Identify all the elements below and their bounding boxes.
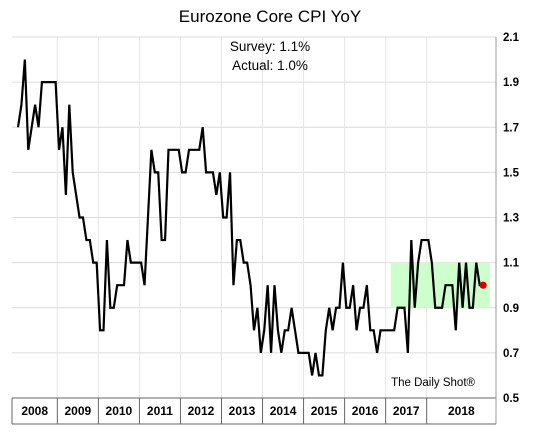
- series-line: [16, 59, 484, 377]
- y-tick-labels: 0.5 0.7 0.9 1.1 1.3 1.5 1.7 1.9 2.1: [503, 32, 520, 405]
- y-tick-label-6: 1.7: [503, 122, 519, 134]
- axes: [11, 37, 497, 425]
- y-tick-label-3: 1.1: [503, 258, 520, 270]
- chart-title: Eurozone Core CPI YoY: [179, 7, 361, 26]
- y-tick-label-1: 0.7: [503, 348, 519, 360]
- y-tick-label-5: 1.5: [503, 167, 520, 179]
- y-tick-label-2: 0.9: [503, 303, 519, 315]
- y-tick-label-7: 1.9: [503, 77, 519, 89]
- actual-annotation: Actual: 1.0%: [232, 58, 308, 73]
- x-tick-label-3: 2011: [147, 404, 173, 418]
- x-tick-label-4: 2012: [188, 404, 215, 418]
- gridlines: [12, 36, 496, 399]
- x-tick-label-0: 2008: [21, 404, 48, 418]
- y-tick-label-0: 0.5: [503, 393, 520, 405]
- x-tick-label-6: 2014: [270, 404, 297, 418]
- x-tick-label-8: 2016: [352, 404, 379, 418]
- x-tick-label-9: 2017: [393, 404, 420, 418]
- x-tick-label-7: 2015: [311, 404, 338, 418]
- y-tick-label-8: 2.1: [503, 32, 520, 44]
- credit-label: The Daily Shot®: [391, 377, 475, 389]
- latest-point-marker: [479, 281, 487, 289]
- x-tick-label-10: 2018: [448, 404, 475, 418]
- y-tick-label-4: 1.3: [503, 213, 519, 225]
- x-tick-labels: 2008 2009 2010 2011 2012 2013 2014 2015 2016 2017…: [21, 404, 475, 418]
- x-tick-label-5: 2013: [229, 404, 256, 418]
- series-layer: [16, 59, 487, 377]
- x-tick-label-2: 2010: [106, 404, 133, 418]
- survey-annotation: Survey: 1.1%: [230, 39, 310, 54]
- x-tick-label-1: 2009: [64, 404, 91, 418]
